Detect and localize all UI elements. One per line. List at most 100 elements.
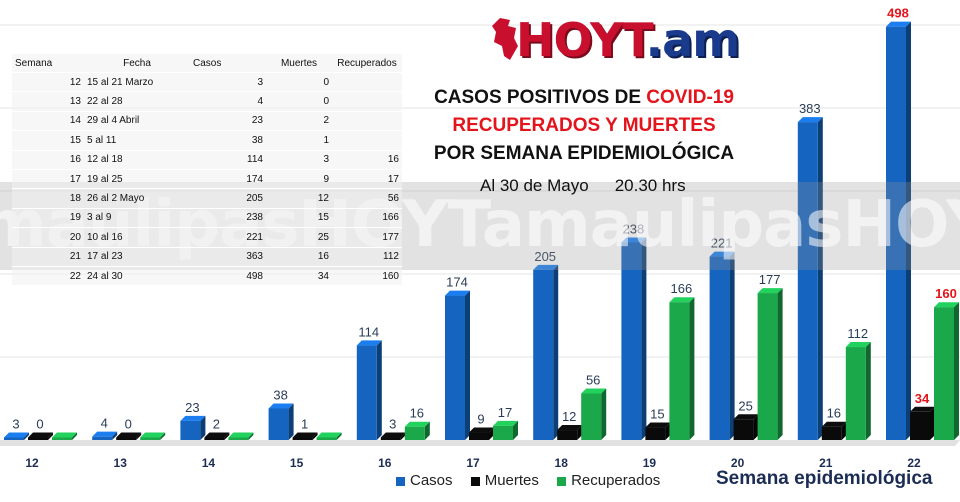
table-row: 14 29 al 4 Abril 23 2	[12, 110, 402, 131]
table-cell: 25	[266, 227, 332, 248]
bar-recuperados-21	[845, 342, 871, 440]
data-label-casos-22: 498	[887, 6, 909, 21]
data-label-muertes-21: 16	[827, 406, 841, 421]
bar-recuperados-12	[52, 432, 77, 440]
x-tick-label-18: 18	[555, 456, 569, 470]
table-cell: 1	[266, 130, 332, 151]
table-cell: 12	[12, 71, 84, 92]
table-cell: 3	[266, 149, 332, 170]
table-cell	[332, 130, 402, 151]
table-row: 20 10 al 16 221 25 177	[12, 227, 402, 248]
table-cell	[332, 91, 402, 112]
x-tick-label-20: 20	[731, 456, 745, 470]
legend-item-casos: Casos	[396, 472, 453, 489]
legend: Casos Muertes Recuperados	[396, 472, 674, 489]
data-label-casos-19: 238	[623, 221, 645, 236]
table-row: 21 17 al 23 363 16 112	[12, 246, 402, 267]
table-row: 19 3 al 9 238 15 166	[12, 207, 402, 228]
data-label-casos-13: 4	[101, 416, 108, 431]
data-label-recuperados-19: 166	[671, 281, 693, 296]
time-text: 20.30 hrs	[614, 176, 686, 195]
table-cell: 17	[332, 168, 402, 189]
bar-muertes-20	[733, 414, 759, 440]
bar-casos-17	[445, 290, 470, 440]
bar-casos-14	[180, 415, 206, 440]
table-cell: 363	[190, 246, 266, 267]
table-cell: 0	[266, 91, 332, 112]
data-label-casos-15: 38	[273, 387, 287, 402]
table-cell: 12 al 18	[84, 149, 190, 170]
data-label-muertes-22: 34	[915, 391, 930, 406]
col-semana: Semana	[15, 57, 53, 69]
data-label-muertes-20: 25	[738, 398, 752, 413]
data-label-casos-17: 174	[446, 275, 468, 290]
bar-recuperados-20	[757, 288, 783, 440]
table-row: 13 22 al 28 4 0	[12, 91, 402, 112]
table-cell: 498	[190, 265, 266, 286]
table-cell: 205	[190, 188, 266, 209]
data-label-muertes-14: 2	[213, 417, 220, 432]
table-cell: 0	[266, 71, 332, 92]
bar-recuperados-19	[669, 297, 695, 440]
x-tick-label-12: 12	[25, 456, 39, 470]
table-cell: 24 al 30	[84, 265, 190, 286]
table-cell: 5 al 11	[84, 130, 190, 151]
data-label-recuperados-20: 177	[759, 272, 781, 287]
table-cell	[332, 110, 402, 131]
table-header-row: Semana Fecha Casos Muertes Recuperados	[12, 54, 402, 73]
data-label-casos-14: 23	[185, 400, 199, 415]
bar-casos-22	[886, 21, 911, 440]
bar-muertes-12	[28, 432, 53, 440]
title-line1-highlight: COVID-19	[646, 87, 734, 108]
table-cell: 177	[332, 227, 402, 248]
x-tick-label-16: 16	[378, 456, 392, 470]
bar-muertes-22	[910, 406, 935, 440]
legend-label-muertes: Muertes	[484, 472, 539, 489]
legend-label-recuperados: Recuperados	[571, 472, 661, 489]
data-label-casos-18: 205	[534, 249, 556, 264]
data-table: Semana Fecha Casos Muertes Recuperados 1…	[12, 54, 402, 286]
table-cell: 38	[190, 130, 266, 151]
data-label-muertes-19: 15	[650, 407, 664, 422]
x-tick-label-22: 22	[907, 456, 921, 470]
data-label-recuperados-22: 160	[935, 286, 957, 301]
bar-recuperados-14	[228, 432, 254, 440]
table-cell: 174	[190, 168, 266, 189]
tamaulipas-map-icon	[492, 18, 518, 60]
table-cell: 22	[12, 265, 84, 286]
data-label-recuperados-17: 17	[498, 405, 512, 420]
bar-recuperados-18	[581, 388, 607, 440]
table-cell: 9	[266, 168, 332, 189]
data-label-recuperados-16: 16	[410, 406, 424, 421]
x-tick-label-13: 13	[114, 456, 128, 470]
bar-muertes-18	[557, 425, 583, 440]
table-cell: 15	[266, 207, 332, 228]
data-label-muertes-18: 12	[562, 409, 576, 424]
bar-casos-21	[797, 117, 823, 441]
data-label-casos-20: 221	[711, 236, 733, 251]
table-row: 15 5 al 11 38 1	[12, 130, 402, 151]
table-row: 17 19 al 25 174 9 17	[12, 168, 402, 189]
legend-swatch-muertes	[470, 476, 480, 486]
title-line1-prefix: CASOS POSITIVOS DE	[434, 87, 647, 108]
col-muertes: Muertes	[280, 57, 318, 69]
x-tick-label-14: 14	[202, 456, 216, 470]
chart-title: CASOS POSITIVOS DE COVID-19 RECUPERADOS …	[414, 84, 754, 168]
x-tick-label-19: 19	[643, 456, 657, 470]
table-cell: 3	[190, 71, 266, 92]
title-line2: RECUPERADOS Y MUERTES	[452, 115, 716, 136]
data-label-recuperados-21: 112	[847, 326, 868, 341]
bar-muertes-19	[645, 422, 671, 440]
bar-casos-16	[356, 340, 382, 440]
legend-swatch-casos	[396, 476, 405, 486]
table-cell: 13	[12, 91, 84, 112]
x-tick-label-15: 15	[290, 456, 304, 470]
bar-recuperados-22	[934, 302, 959, 440]
legend-swatch-recuperados	[557, 476, 567, 486]
table-cell: 2	[266, 110, 332, 131]
logo-text-domain: .am	[645, 13, 740, 67]
bar-muertes-17	[469, 427, 494, 440]
bar-casos-19	[621, 237, 647, 440]
x-tick-label-17: 17	[466, 456, 480, 470]
